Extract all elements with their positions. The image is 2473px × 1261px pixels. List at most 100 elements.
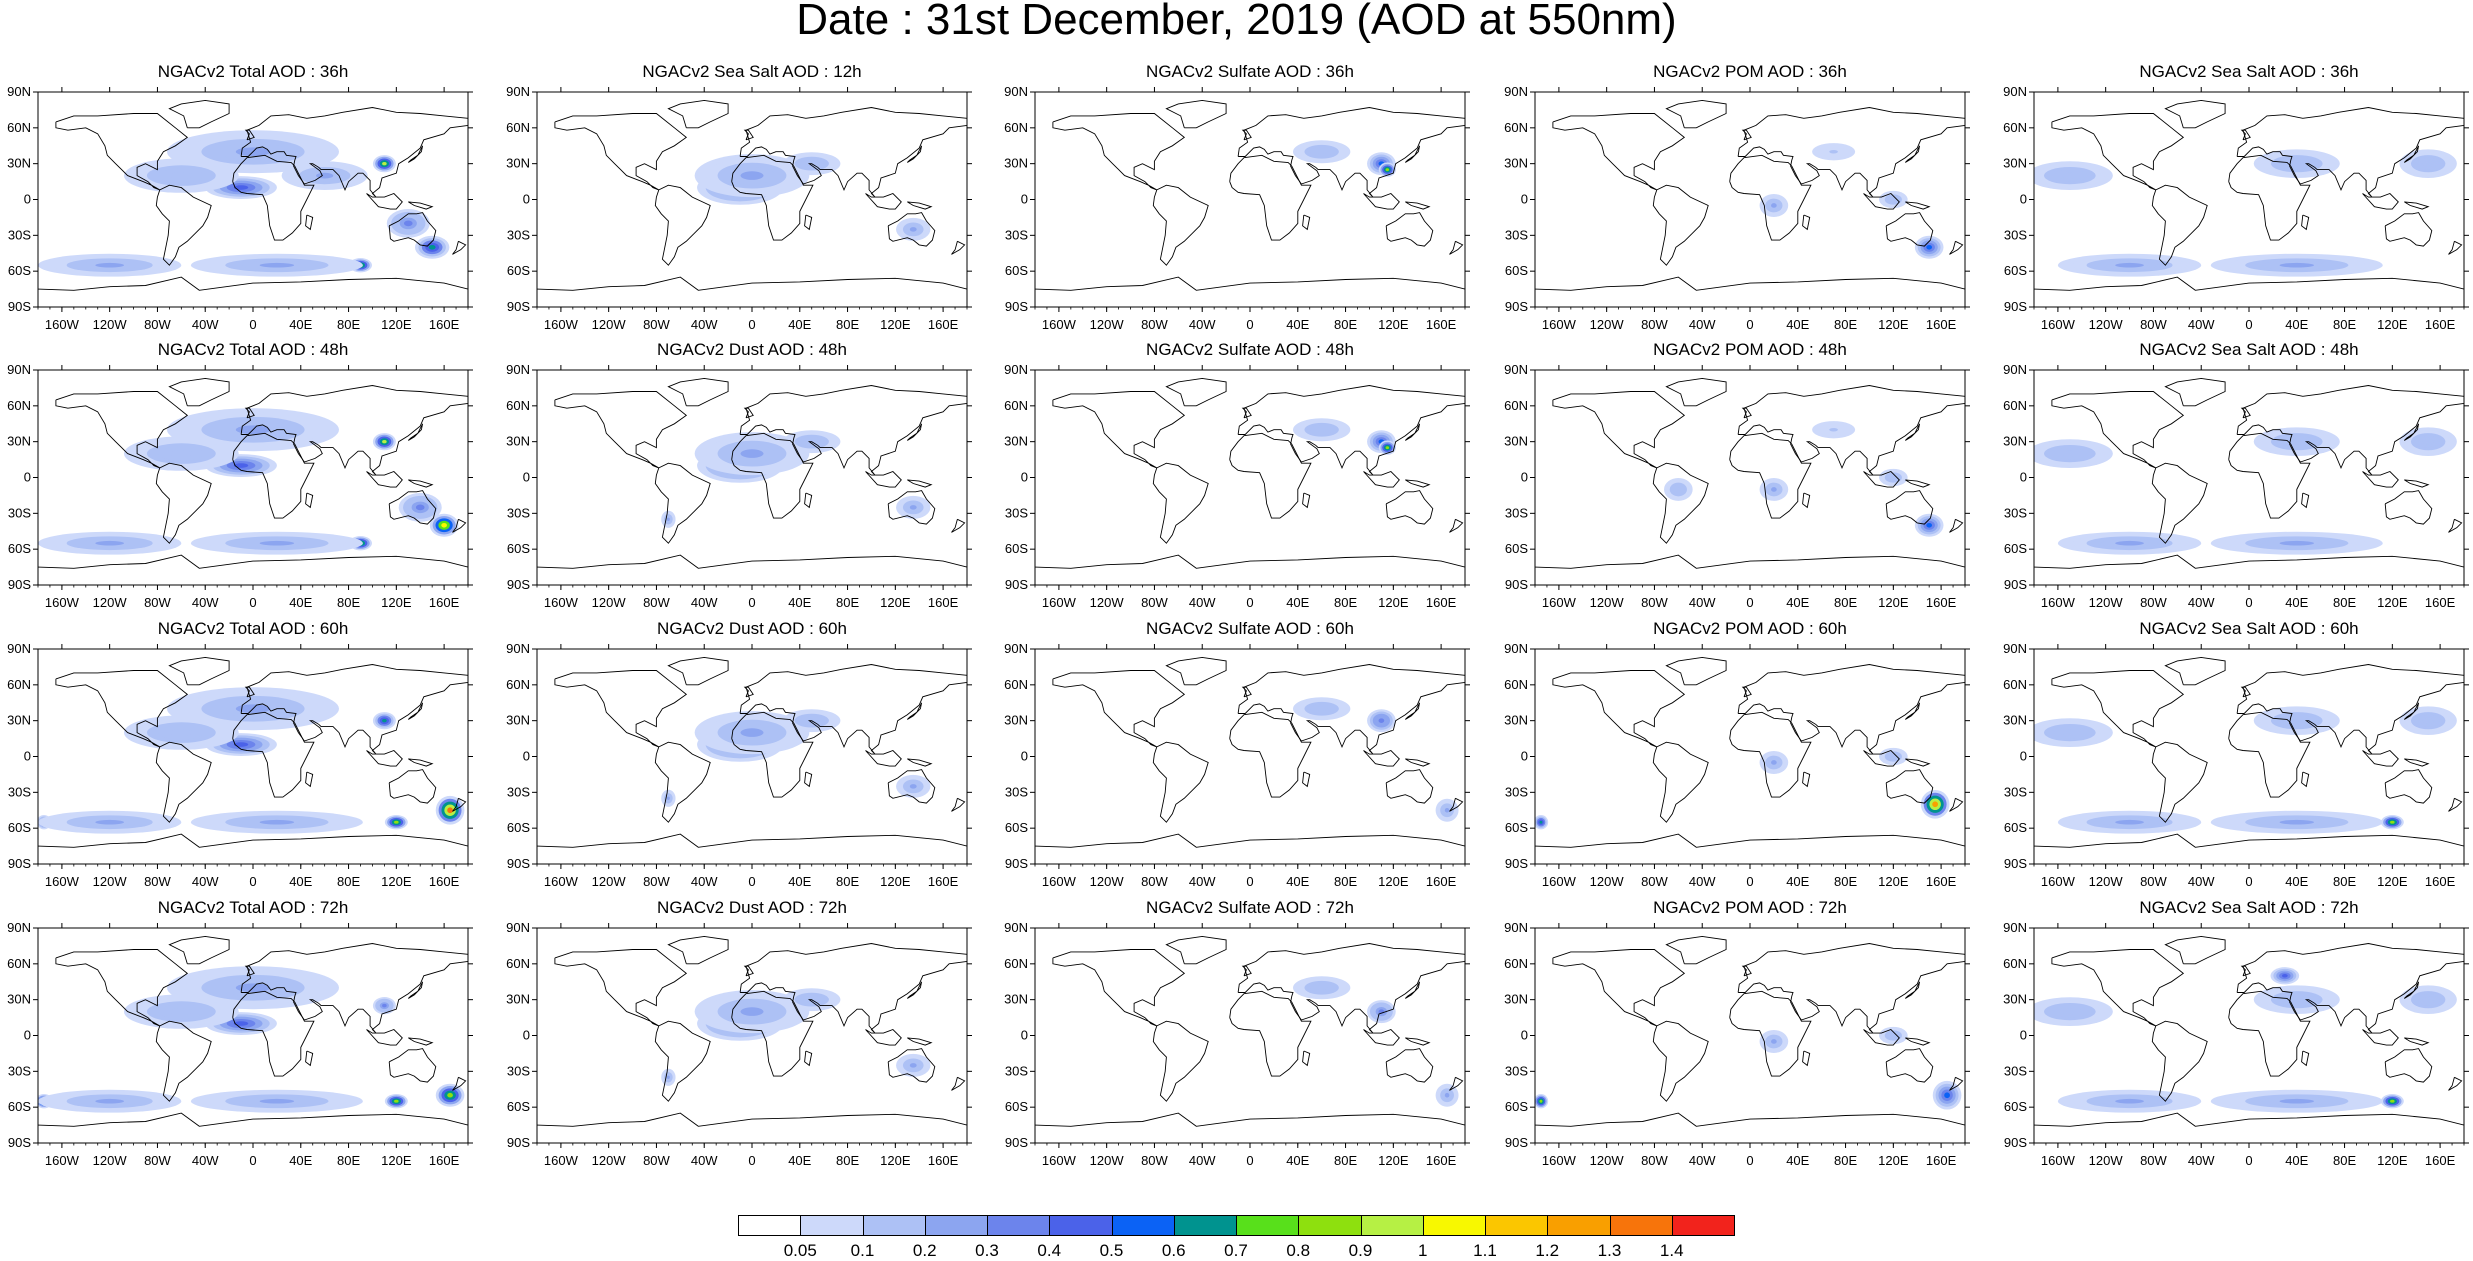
coastline bbox=[2034, 1112, 2464, 1127]
lon-tick-label: 80W bbox=[2140, 595, 2167, 610]
coastline bbox=[240, 107, 468, 198]
coastline bbox=[1665, 99, 1727, 129]
coastline bbox=[1729, 711, 1812, 798]
coastline bbox=[366, 470, 403, 488]
coastline bbox=[1404, 145, 1421, 163]
coastline bbox=[2236, 107, 2464, 198]
world-map: 90N 60N 30N 0 30S 60S 90S 160W 120W 80W 40W 0 40E 80E… bbox=[1504, 84, 1970, 332]
lon-tick-label: 120E bbox=[1878, 1153, 1909, 1168]
coastline bbox=[1665, 935, 1727, 965]
coastline bbox=[2236, 664, 2464, 755]
map-panel: NGACv2 POM AOD : 60h 90N 60N 30N 0 30S 60S 90S 1… bbox=[1497, 619, 1997, 899]
lat-tick-label: 30N bbox=[1004, 156, 1028, 171]
lon-tick-label: 120W bbox=[2089, 874, 2124, 889]
lat-tick-label: 60S bbox=[507, 541, 530, 556]
lon-tick-label: 0 bbox=[1746, 595, 1753, 610]
lat-tick-label: 60S bbox=[507, 1099, 530, 1114]
coastline bbox=[244, 129, 255, 141]
world-map: 90N 60N 30N 0 30S 60S 90S 160W 120W 80W 40W 0 40E 80E… bbox=[506, 84, 972, 332]
lat-tick-label: 90N bbox=[2003, 641, 2027, 656]
coastline bbox=[1905, 201, 1931, 210]
aod-field-contour bbox=[2115, 540, 2144, 546]
aod-field-contour bbox=[2288, 160, 2306, 167]
lon-tick-label: 0 bbox=[1246, 874, 1253, 889]
coastline bbox=[537, 276, 967, 291]
coastline bbox=[2240, 407, 2251, 419]
map-panel: NGACv2 Dust AOD : 60h 90N 60N 30N 0 30S 60S 90S… bbox=[499, 619, 999, 899]
aod-field-contour bbox=[1890, 197, 1897, 202]
panel-title: NGACv2 Sea Salt AOD : 12h bbox=[642, 62, 862, 81]
colorbar-legend: 0.05 0.1 0.2 0.3 0.4 0.5 0.6 0.7 0.8 0.9 1 1.1 1.2 1.… bbox=[738, 1215, 1735, 1260]
coastline bbox=[2228, 990, 2311, 1077]
panel-title: NGACv2 Dust AOD : 72h bbox=[657, 898, 847, 917]
lat-tick-label: 90S bbox=[507, 577, 530, 592]
colorbar-swatch bbox=[1547, 1215, 1611, 1236]
coastline bbox=[951, 518, 966, 533]
lat-tick-label: 90N bbox=[2003, 362, 2027, 377]
coastline bbox=[2362, 470, 2399, 488]
coastline bbox=[1741, 686, 1752, 698]
coastline bbox=[2034, 833, 2464, 848]
lat-tick-label: 90S bbox=[1005, 577, 1028, 592]
colorbar-label: 0.4 bbox=[1037, 1241, 1062, 1260]
lon-tick-label: 40W bbox=[1689, 317, 1716, 332]
coastline bbox=[1737, 943, 1965, 1034]
aod-field-contour bbox=[394, 820, 399, 824]
coastline bbox=[1241, 407, 1252, 419]
lat-tick-label: 90S bbox=[1005, 1135, 1028, 1150]
aod-field-contour bbox=[169, 729, 193, 737]
colorbar-swatch bbox=[800, 1215, 864, 1236]
coastline bbox=[1652, 184, 1709, 266]
coastline bbox=[240, 385, 468, 476]
lon-tick-label: 80E bbox=[1834, 1153, 1857, 1168]
lat-tick-label: 90S bbox=[1005, 856, 1028, 871]
coastline bbox=[1665, 377, 1727, 407]
coastline bbox=[906, 145, 923, 163]
lon-tick-label: 160W bbox=[2041, 874, 2076, 889]
lon-tick-label: 40E bbox=[1786, 874, 1809, 889]
lon-tick-label: 80E bbox=[1334, 317, 1357, 332]
lon-tick-label: 0 bbox=[1746, 874, 1753, 889]
lon-tick-label: 120E bbox=[381, 595, 412, 610]
lat-tick-label: 0 bbox=[24, 1028, 31, 1043]
colorbar-label: 0.3 bbox=[975, 1241, 999, 1260]
lat-tick-label: 30N bbox=[7, 156, 31, 171]
coastline bbox=[2228, 711, 2311, 798]
coastline bbox=[1035, 276, 1465, 291]
lat-tick-label: 30S bbox=[2004, 505, 2027, 520]
aod-field-contour bbox=[2288, 996, 2306, 1003]
lat-tick-label: 30N bbox=[1004, 713, 1028, 728]
map-background bbox=[1035, 370, 1465, 585]
coastline bbox=[388, 769, 437, 804]
lon-tick-label: 160W bbox=[1042, 874, 1077, 889]
aod-field-contour bbox=[666, 1075, 670, 1080]
coastline bbox=[38, 276, 468, 291]
coastline bbox=[1949, 1076, 1964, 1091]
lon-tick-label: 80W bbox=[1141, 1153, 1168, 1168]
lat-tick-label: 30N bbox=[1004, 992, 1028, 1007]
lat-tick-label: 90S bbox=[507, 1135, 530, 1150]
coastline bbox=[1802, 214, 1811, 231]
world-map: 90N 60N 30N 0 30S 60S 90S 160W 120W 80W 40W 0 40E 80E… bbox=[1504, 362, 1970, 610]
lat-tick-label: 60N bbox=[7, 956, 31, 971]
aod-field-contour bbox=[2279, 540, 2314, 546]
lat-tick-label: 0 bbox=[24, 749, 31, 764]
lon-tick-label: 40W bbox=[691, 317, 718, 332]
lon-tick-label: 80E bbox=[836, 874, 859, 889]
coastline bbox=[804, 214, 813, 231]
coastline bbox=[1363, 749, 1400, 767]
coastline bbox=[232, 711, 315, 798]
colorbar-label: 0.5 bbox=[1099, 1241, 1124, 1260]
coastline bbox=[366, 1028, 403, 1046]
aod-field-contour bbox=[1315, 427, 1328, 433]
lon-tick-label: 120W bbox=[1090, 1153, 1125, 1168]
panel-title: NGACv2 POM AOD : 72h bbox=[1653, 898, 1847, 917]
lon-tick-label: 0 bbox=[1746, 317, 1753, 332]
lon-tick-label: 160E bbox=[928, 1153, 959, 1168]
coastline bbox=[907, 479, 933, 488]
coastline bbox=[1052, 113, 1186, 191]
lat-tick-label: 60S bbox=[1505, 263, 1528, 278]
map-background bbox=[1035, 928, 1465, 1143]
coastline bbox=[1035, 554, 1465, 569]
lon-tick-label: 160E bbox=[1426, 317, 1457, 332]
